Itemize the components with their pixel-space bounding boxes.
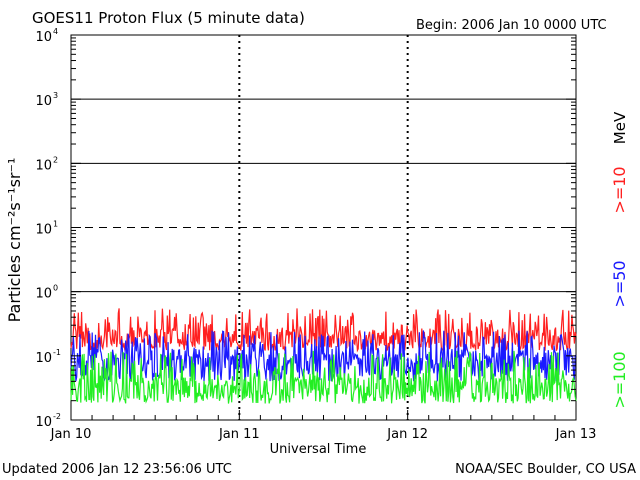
begin-label: Begin: 2006 Jan 10 0000 UTC	[416, 18, 607, 33]
legend-series-50: >=50	[610, 260, 629, 307]
legend-unit: MeV	[611, 111, 629, 144]
updated-label: Updated 2006 Jan 12 23:56:06 UTC	[2, 462, 232, 477]
series-layer	[70, 308, 577, 404]
y-tick-exponent: 1	[53, 220, 58, 229]
legend-series-100: >=100	[610, 351, 629, 408]
series-line-2	[70, 350, 577, 404]
x-tick-label: Jan 12	[386, 427, 428, 442]
y-tick-label: 10	[35, 351, 52, 366]
y-tick-label: 10	[35, 287, 52, 302]
x-axis-label: Universal Time	[270, 442, 367, 457]
y-tick-exponent: -1	[53, 348, 61, 357]
chart-title: GOES11 Proton Flux (5 minute data)	[32, 9, 305, 27]
x-axis: Jan 10 Jan 11 Jan 12 Jan 13	[50, 410, 597, 442]
y-tick-label: 10	[35, 30, 52, 45]
y-axis-label: Particles cm⁻²s⁻¹sr⁻¹	[5, 158, 24, 323]
y-tick-exponent: 0	[53, 284, 58, 293]
y-tick-label: 10	[35, 158, 52, 173]
y-tick-label: 10	[35, 223, 52, 238]
legend-series-10: >=10	[610, 166, 629, 213]
x-tick-label: Jan 13	[555, 427, 597, 442]
y-tick-label: 10	[35, 94, 52, 109]
x-tick-label: Jan 11	[218, 427, 260, 442]
x-tick-label: Jan 10	[50, 427, 92, 442]
y-tick-exponent: -2	[53, 412, 61, 421]
y-tick-exponent: 2	[53, 155, 58, 164]
y-tick-exponent: 3	[53, 91, 58, 100]
series-line-0	[70, 308, 577, 353]
y-tick-exponent: 4	[53, 27, 58, 36]
y-tick-label: 10	[35, 415, 52, 430]
grid-layer	[71, 35, 576, 420]
series-line-1	[70, 330, 577, 382]
credit-label: NOAA/SEC Boulder, CO USA	[455, 462, 636, 477]
